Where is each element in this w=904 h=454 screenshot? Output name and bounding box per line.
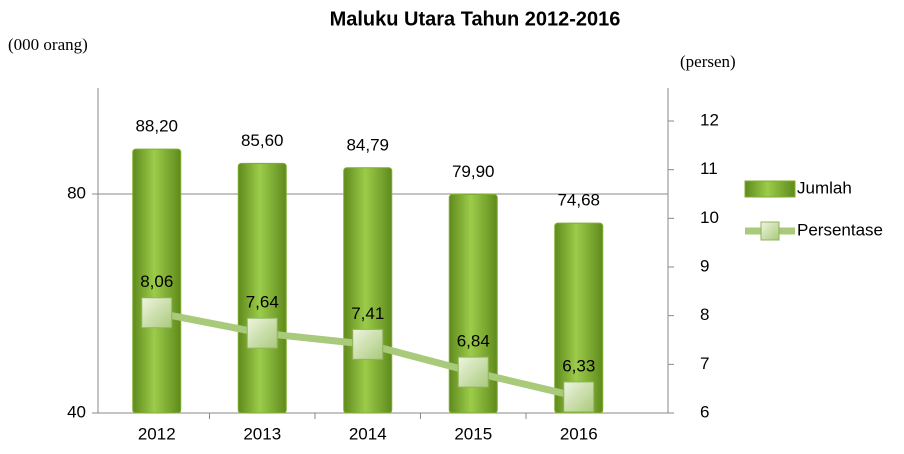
bar-value-label: 84,79: [346, 135, 389, 154]
line-marker: [457, 356, 489, 388]
bar: [237, 162, 287, 414]
y2-tick-label: 12: [700, 110, 719, 129]
bar-value-label: 88,20: [135, 117, 178, 136]
y2-tick-label: 9: [700, 256, 709, 275]
line-value-label: 7,64: [246, 293, 279, 312]
line-marker: [352, 328, 384, 360]
bar: [343, 167, 393, 414]
x-tick-label: 2015: [454, 424, 492, 443]
legend-swatch: [744, 180, 796, 198]
y2-tick-label: 8: [700, 305, 709, 324]
line-value-label: 6,84: [457, 332, 490, 351]
y-axis-title: (000 orang): [8, 35, 88, 54]
y2-tick-label: 11: [700, 159, 718, 178]
bar: [554, 222, 604, 414]
bar-value-label: 74,68: [557, 191, 600, 210]
legend-label: Jumlah: [797, 178, 852, 197]
line-marker: [563, 381, 595, 413]
y2-tick-label: 6: [700, 402, 709, 421]
x-tick-label: 2013: [243, 424, 281, 443]
y2-axis-title: (persen): [680, 52, 736, 71]
chart-title: Maluku Utara Tahun 2012-2016: [330, 8, 621, 30]
line-value-label: 8,06: [140, 272, 173, 291]
y-tick-label: 40: [67, 402, 86, 421]
x-tick-label: 2014: [349, 424, 387, 443]
y-tick-label: 80: [67, 183, 86, 202]
legend-label: Persentase: [797, 220, 883, 239]
line-marker: [141, 297, 173, 329]
bar-value-label: 85,60: [241, 131, 284, 150]
line-value-label: 7,41: [351, 304, 384, 323]
bar: [132, 148, 182, 414]
x-tick-label: 2012: [138, 424, 176, 443]
line-marker: [246, 317, 278, 349]
legend-swatch: [760, 221, 780, 241]
line-value-label: 6,33: [562, 356, 595, 375]
x-tick-label: 2016: [560, 424, 598, 443]
y2-tick-label: 10: [700, 208, 719, 227]
y2-tick-label: 7: [700, 354, 709, 373]
bar-value-label: 79,90: [452, 162, 495, 181]
